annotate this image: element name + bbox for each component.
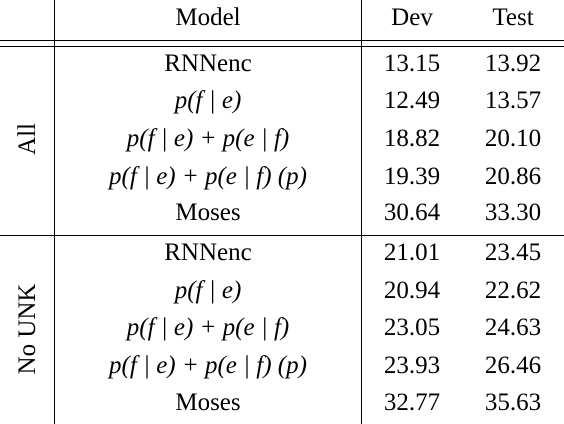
model-name: RNNenc [164,239,252,266]
dev-score: 21.01 [383,239,441,266]
model-name: p(f | e) [174,87,242,114]
model-name: p(f | e) + p(e | f) [126,314,290,341]
dev-score: 20.94 [383,277,441,304]
model-name: p(f | e) + p(e | f) (p) [109,163,307,190]
dev-score: 12.49 [383,87,441,114]
header-model: Model [175,4,241,31]
test-score: 26.46 [484,352,542,379]
dev-score: 19.39 [383,163,441,190]
dev-score: 30.64 [383,199,441,226]
model-name: Moses [175,389,241,416]
test-score: 20.10 [484,125,542,152]
group-label-all: All [14,123,41,155]
dev-score: 32.77 [383,389,441,416]
test-score: 33.30 [484,199,542,226]
test-score: 22.62 [484,277,542,304]
test-score: 13.92 [484,50,542,77]
header-test: Test [492,4,534,31]
test-score: 20.86 [484,163,542,190]
test-score: 23.45 [484,239,542,266]
dev-score: 18.82 [383,125,441,152]
group-separator-rule [0,235,564,237]
test-score: 24.63 [484,314,542,341]
model-column-divider [361,0,363,424]
group-label-no-unk: No UNK [14,283,41,375]
model-name: p(f | e) + p(e | f) (p) [109,352,307,379]
dev-score: 23.93 [383,352,441,379]
model-name: p(f | e) + p(e | f) [126,125,290,152]
model-name: Moses [175,199,241,226]
header-rule-bottom [0,46,564,48]
model-name: RNNenc [164,50,252,77]
dev-score: 23.05 [383,314,441,341]
header-rule-top [0,40,564,42]
test-score: 35.63 [484,389,542,416]
test-score: 13.57 [484,87,542,114]
model-name: p(f | e) [174,277,242,304]
dev-score: 13.15 [383,50,441,77]
group-column-divider [54,0,56,424]
header-dev: Dev [391,4,433,31]
